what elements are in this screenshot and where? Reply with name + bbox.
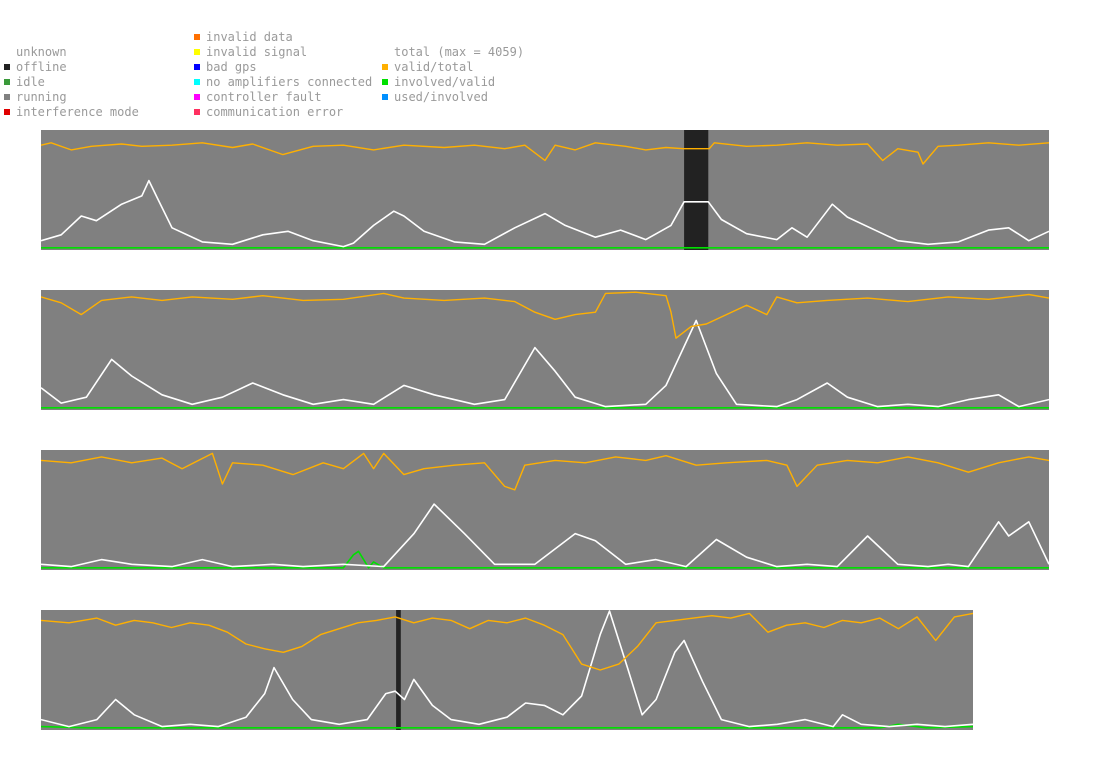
offline-interval bbox=[684, 130, 709, 250]
legend-item-offline: offline bbox=[4, 60, 67, 74]
legend-swatch bbox=[382, 79, 388, 85]
legend-label: communication error bbox=[206, 105, 344, 119]
legend-item-interference-mode: interference mode bbox=[4, 105, 139, 119]
legend-item-involved-valid: involved/valid bbox=[382, 75, 495, 89]
offline-interval bbox=[396, 610, 401, 730]
legend-item-no-amplifiers-connected: no amplifiers connected bbox=[194, 75, 372, 89]
legend-label: invalid data bbox=[206, 30, 293, 44]
legend-label: bad gps bbox=[206, 60, 257, 74]
legend-item-idle: idle bbox=[4, 75, 45, 89]
legend-label: unknown bbox=[16, 45, 67, 59]
legend-swatch bbox=[382, 49, 388, 55]
legend-item-valid-total: valid/total bbox=[382, 60, 473, 74]
legend-item-invalid-data: invalid data bbox=[194, 30, 293, 44]
series-line-valid-total bbox=[41, 452, 1049, 491]
legend-item-total-max-4059-: total (max = 4059) bbox=[382, 45, 524, 59]
strip-background bbox=[41, 610, 973, 730]
legend-label: used/involved bbox=[394, 90, 488, 104]
series-line-total bbox=[41, 503, 1049, 568]
legend-label: total (max = 4059) bbox=[394, 45, 525, 59]
strip-background bbox=[41, 290, 1049, 410]
legend-label: valid/total bbox=[394, 60, 474, 74]
legend-label: invalid signal bbox=[206, 45, 308, 59]
legend-swatch bbox=[194, 64, 200, 70]
legend-swatch bbox=[4, 94, 10, 100]
legend-swatch bbox=[194, 34, 200, 40]
legend-swatch bbox=[4, 109, 10, 115]
legend-swatch bbox=[194, 79, 200, 85]
legend-swatch bbox=[4, 64, 10, 70]
legend-label: involved/valid bbox=[394, 75, 496, 89]
legend-swatch bbox=[4, 79, 10, 85]
legend-label: running bbox=[16, 90, 67, 104]
legend-swatch bbox=[4, 49, 10, 55]
legend-item-communication-error: communication error bbox=[194, 105, 343, 119]
strip-4 bbox=[41, 610, 973, 730]
legend-item-unknown: unknown bbox=[4, 45, 67, 59]
strip-background bbox=[41, 130, 1049, 250]
strip-1 bbox=[41, 130, 1049, 250]
legend-label: idle bbox=[16, 75, 45, 89]
legend-item-invalid-signal: invalid signal bbox=[194, 45, 307, 59]
legend-item-used-involved: used/involved bbox=[382, 90, 488, 104]
legend-item-controller-fault: controller fault bbox=[194, 90, 322, 104]
legend-item-bad-gps: bad gps bbox=[194, 60, 257, 74]
legend-label: offline bbox=[16, 60, 67, 74]
legend-swatch bbox=[194, 94, 200, 100]
legend-swatch bbox=[194, 109, 200, 115]
legend-swatch bbox=[382, 94, 388, 100]
legend-label: interference mode bbox=[16, 105, 139, 119]
series-line-valid-total bbox=[41, 291, 1049, 339]
legend-swatch bbox=[382, 64, 388, 70]
strip-2 bbox=[41, 290, 1049, 410]
series-line-total bbox=[41, 319, 1049, 408]
strip-3 bbox=[41, 450, 1049, 570]
legend-item-running: running bbox=[4, 90, 67, 104]
legend-label: no amplifiers connected bbox=[206, 75, 373, 89]
strip-background bbox=[41, 450, 1049, 570]
series-line-valid-total bbox=[41, 612, 973, 671]
series-line-total bbox=[41, 179, 1049, 248]
series-line-total bbox=[41, 610, 973, 728]
legend-label: controller fault bbox=[206, 90, 322, 104]
legend-swatch bbox=[194, 49, 200, 55]
series-line-valid-total bbox=[41, 142, 1049, 165]
